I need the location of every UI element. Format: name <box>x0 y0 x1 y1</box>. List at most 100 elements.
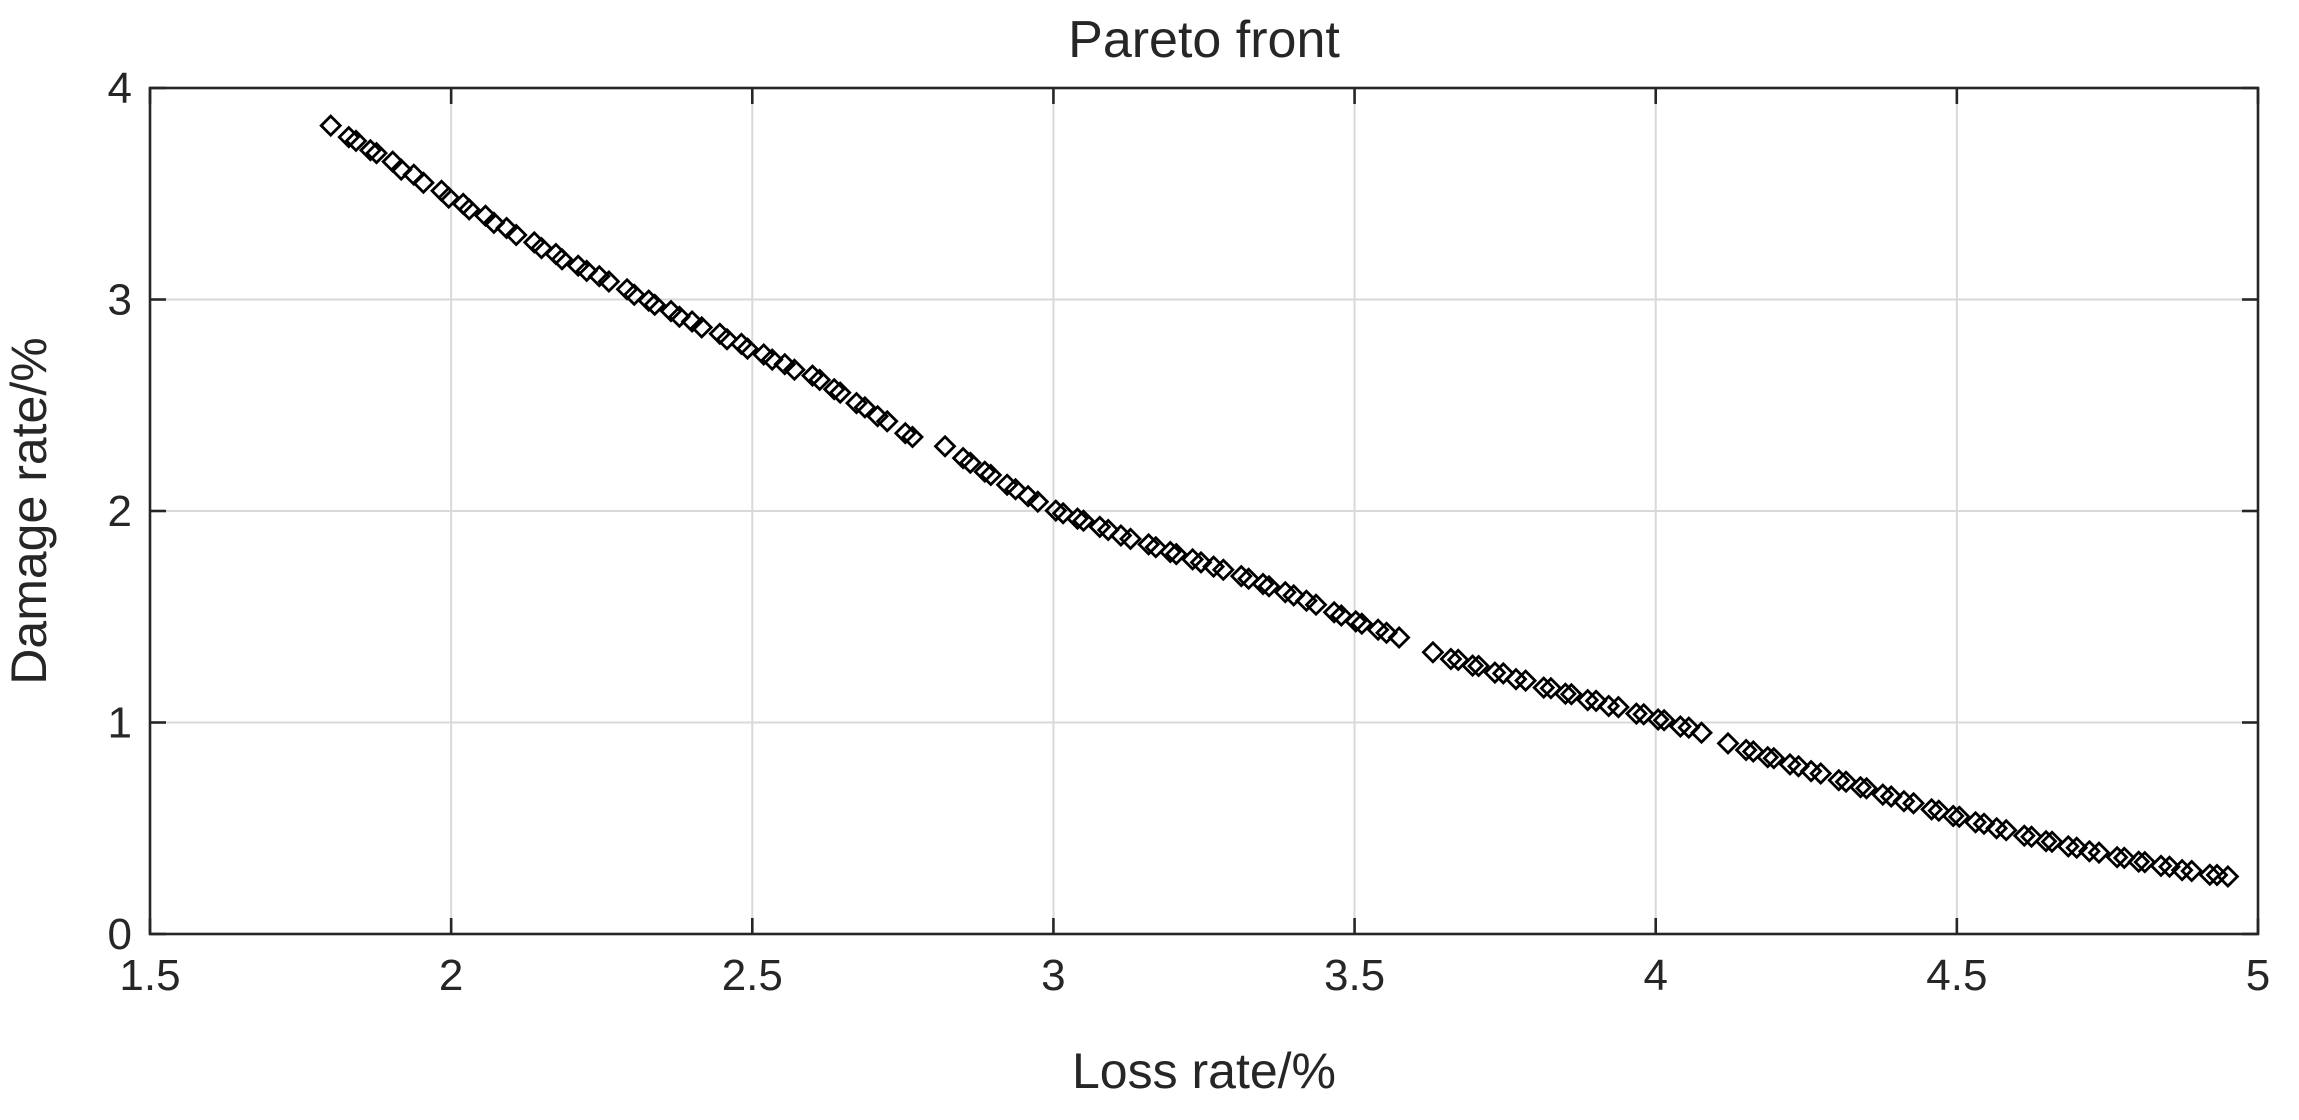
axes-box <box>148 86 2260 936</box>
y-axis-label: Damage rate/% <box>1 337 57 684</box>
scatter-marker <box>1251 572 1275 596</box>
scatter-marker <box>1539 676 1563 700</box>
chart-title: Pareto front <box>1068 11 1340 69</box>
scatter-marker <box>389 158 413 182</box>
scatter-marker <box>866 404 890 428</box>
scatter-marker <box>1964 810 1987 834</box>
scatter-marker <box>933 434 957 458</box>
scatter-marker <box>690 315 714 339</box>
scatter-marker <box>597 270 621 293</box>
scatter-marker <box>1189 550 1213 574</box>
scatter-marker <box>1553 682 1577 706</box>
scatter-marker <box>1026 490 1050 514</box>
scatter-marker <box>760 348 784 372</box>
scatter-marker <box>358 138 382 162</box>
x-tick-label: 2.5 <box>722 951 783 1000</box>
x-tick-label: 2 <box>439 951 463 1000</box>
scatter-marker <box>1304 593 1328 617</box>
scatter-marker <box>2087 841 2111 865</box>
scatter-marker <box>1941 804 1965 828</box>
scatter-marker <box>1947 805 1971 829</box>
scatter-marker <box>1576 688 1600 712</box>
scatter-marker <box>504 223 528 247</box>
scatter-marker <box>1282 583 1306 607</box>
scatter-marker <box>1514 669 1538 693</box>
scatter-marker <box>1072 509 1095 533</box>
scatter-marker <box>2112 846 2136 870</box>
scatter-marker <box>2127 850 2151 874</box>
scatter-marker <box>1119 527 1142 551</box>
x-tick-label: 5 <box>2246 951 2270 1000</box>
scatter-marker <box>1137 532 1161 556</box>
scatter-marker <box>1421 640 1445 664</box>
scatter-marker <box>808 368 832 392</box>
scatter-marker <box>1016 484 1040 508</box>
scatter-marker <box>1164 542 1188 566</box>
scatter-marker <box>1387 626 1411 649</box>
scatter-marker <box>437 186 461 210</box>
scatter-marker <box>2216 865 2240 888</box>
scatter-marker <box>1778 752 1802 776</box>
scatter-marker <box>973 460 997 484</box>
scatter-marker <box>2056 834 2080 858</box>
scatter-marker <box>2133 850 2157 874</box>
scatter-marker <box>1762 746 1786 770</box>
scatter-marker <box>1787 754 1810 778</box>
scatter-marker <box>319 114 343 138</box>
scatter-marker <box>1855 776 1878 800</box>
y-tick-label: 4 <box>108 64 132 113</box>
scatter-marker <box>2180 859 2204 883</box>
scatter-marker <box>1927 799 1951 823</box>
x-tick-label: 4 <box>1643 951 1667 1000</box>
scatter-marker <box>643 293 667 317</box>
scatter-marker <box>430 179 453 203</box>
scatter-marker <box>1237 567 1261 591</box>
x-tick-label: 1.5 <box>119 951 180 1000</box>
tick-labels: 1.5 2 2.5 3 3.5 4 4.5 5 0 1 2 3 4 <box>108 64 2271 1000</box>
y-tick-label: 3 <box>108 276 132 325</box>
scatter-marker <box>1051 501 1075 525</box>
x-tick-label: 3.5 <box>1324 951 1385 1000</box>
scatter-marker <box>822 377 846 401</box>
scatter-marker <box>1624 702 1648 726</box>
scatter-marker <box>2198 863 2222 887</box>
scatter-marker <box>1375 621 1398 645</box>
scatter-marker <box>1532 676 1556 700</box>
scatter-marker <box>1446 648 1470 672</box>
scatter-marker <box>1158 540 1182 564</box>
scatter-marker <box>1329 604 1353 627</box>
scatter-marker <box>411 171 435 195</box>
scatter-marker <box>2149 854 2173 878</box>
scatter-marker <box>2158 855 2181 879</box>
scatter-marker <box>1257 574 1281 598</box>
scatter-marker <box>1461 654 1485 678</box>
scatter-marker <box>667 305 691 329</box>
scatter-marker <box>1741 740 1765 763</box>
scatter-marker <box>482 211 506 235</box>
scatter-marker <box>782 358 806 382</box>
scatter-marker <box>1652 708 1676 732</box>
scatter-marker <box>828 381 852 405</box>
scatter-marker <box>1606 695 1630 719</box>
scatter-marker <box>622 283 646 307</box>
y-tick-label: 1 <box>108 699 132 748</box>
scatter-marker <box>1439 647 1463 671</box>
scatter-marker <box>1809 762 1833 785</box>
scatter-marker <box>2105 845 2129 869</box>
scatter-marker <box>1756 745 1780 769</box>
scatter-marker <box>1920 797 1944 821</box>
scatter-marker <box>1066 507 1089 531</box>
x-tick-label: 3 <box>1041 951 1065 1000</box>
scatter-marker <box>1871 783 1895 807</box>
scatter-marker <box>550 247 574 271</box>
scatter-marker <box>1004 477 1027 501</box>
scatter-marker <box>457 197 481 221</box>
scatter-marker <box>1632 702 1656 726</box>
scatter-marker <box>1834 770 1858 794</box>
scatter-marker <box>2040 830 2064 854</box>
scatter-marker <box>1994 818 2018 842</box>
scatter-marker <box>587 264 611 288</box>
scatter-series <box>319 114 2240 888</box>
